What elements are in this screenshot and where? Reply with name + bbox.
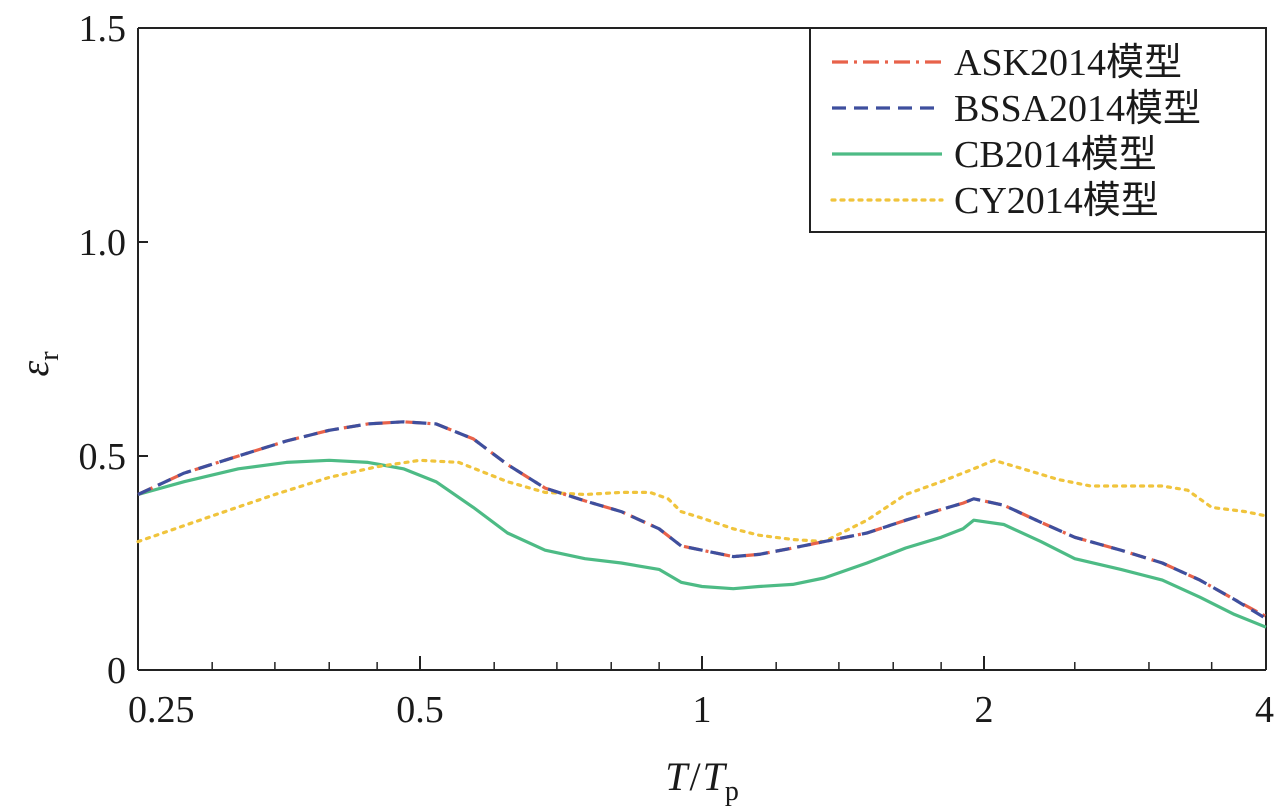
series-line-2 [137,458,1267,629]
y-tick-label: 1.0 [79,222,127,264]
x-tick-label: 0.25 [128,689,195,731]
series-line-1 [137,420,1267,620]
x-tick-label: 0.5 [396,689,444,731]
legend-label: CY2014模型 [954,180,1159,222]
series-lines [136,420,1268,629]
legend-label: BSSA2014模型 [954,88,1201,130]
series-line-3 [136,458,1268,544]
y-tick-label: 0.5 [79,436,127,478]
x-tick-label: 2 [975,689,994,731]
y-axis-ticks: 0 0.5 1.0 1.5 [79,8,148,692]
y-axis-title: εr [12,351,65,377]
legend-label: CB2014模型 [954,134,1157,176]
y-tick-label: 0 [107,650,126,692]
y-tick-label: 1.5 [79,8,127,50]
x-tick-label: 1 [693,689,712,731]
x-axis-ticks: 0.25 0.5 1 2 4 [128,656,1274,731]
legend-label: ASK2014模型 [954,42,1182,84]
x-tick-label: 4 [1255,689,1274,731]
x-axis-title: T/Tp [665,754,739,807]
